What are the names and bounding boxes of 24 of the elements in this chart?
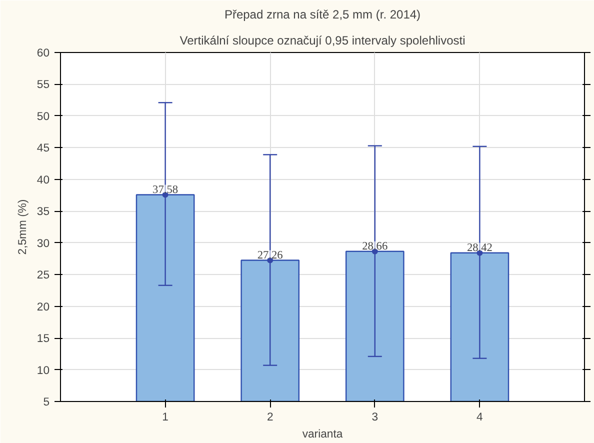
y-tick-label: 35 — [36, 206, 50, 218]
y-tick-label: 20 — [36, 301, 50, 314]
data-label: 37.58 — [152, 184, 178, 196]
y-tick-label: 25 — [36, 270, 50, 282]
y-tick-label: 5 — [43, 396, 50, 408]
y-axis-title: 2,5mm (%) — [16, 199, 29, 255]
y-tick-label: 50 — [36, 110, 50, 123]
y-tick-label: 40 — [36, 174, 50, 186]
x-axis-title: varianta — [302, 428, 344, 440]
y-tick-label: 10 — [36, 364, 50, 377]
y-tick-label: 30 — [36, 238, 50, 250]
y-tick-label: 45 — [36, 142, 50, 155]
x-tick-label: 2 — [266, 412, 274, 424]
y-tick-label: 55 — [36, 79, 50, 92]
y-tick-label: 60 — [36, 48, 50, 60]
chart-subtitle: Vertikální sloupce označují 0,95 intervaly spolehlivosti — [180, 34, 466, 48]
y-tick-label: 15 — [36, 333, 50, 346]
data-label: 28.66 — [362, 240, 388, 252]
data-label: 28.42 — [466, 242, 493, 254]
x-tick-label: 3 — [372, 412, 378, 424]
x-tick-label: 4 — [476, 412, 483, 424]
data-label: 27.26 — [257, 249, 284, 262]
x-tick-label: 1 — [162, 412, 168, 424]
chart-title: Přepad zrna na sítě 2,5 mm (r. 2014) — [224, 8, 421, 22]
